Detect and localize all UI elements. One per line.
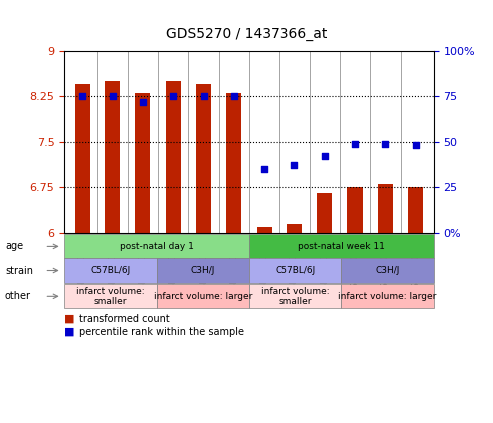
Text: age: age (5, 242, 23, 251)
Text: ■: ■ (64, 314, 74, 324)
Point (108, 93, 116, 100)
Point (321, 153, 329, 159)
Bar (196, 84, 211, 233)
Bar (408, 187, 423, 233)
Text: C3H/J: C3H/J (191, 266, 215, 275)
Text: other: other (5, 291, 31, 301)
Text: GDS5270 / 1437366_at: GDS5270 / 1437366_at (166, 27, 327, 41)
Bar (287, 223, 302, 233)
Text: strain: strain (5, 266, 33, 275)
Point (412, 142, 420, 149)
Text: ■: ■ (64, 327, 74, 337)
Text: infarct volume:
smaller: infarct volume: smaller (76, 287, 144, 306)
Text: post-natal week 11: post-natal week 11 (298, 242, 385, 251)
Point (260, 166, 268, 173)
Text: infarct volume:
smaller: infarct volume: smaller (261, 287, 329, 306)
Bar (135, 93, 150, 233)
Bar (378, 184, 393, 233)
Point (382, 140, 389, 147)
Bar (166, 81, 181, 233)
Bar (105, 81, 120, 233)
Bar (348, 187, 363, 233)
Bar (226, 93, 242, 233)
Bar (256, 227, 272, 233)
Point (290, 162, 298, 169)
Point (230, 93, 238, 100)
Point (78, 93, 86, 100)
Text: transformed count: transformed count (79, 314, 170, 324)
Text: post-natal day 1: post-natal day 1 (120, 242, 193, 251)
Text: C3H/J: C3H/J (376, 266, 400, 275)
Bar (75, 84, 90, 233)
Text: percentile rank within the sample: percentile rank within the sample (79, 327, 244, 337)
Point (139, 98, 147, 105)
Point (200, 93, 208, 100)
Point (169, 93, 177, 100)
Bar (317, 193, 332, 233)
Text: infarct volume: larger: infarct volume: larger (338, 292, 437, 301)
Text: C57BL/6J: C57BL/6J (275, 266, 316, 275)
Text: C57BL/6J: C57BL/6J (90, 266, 131, 275)
Text: infarct volume: larger: infarct volume: larger (153, 292, 252, 301)
Point (351, 140, 359, 147)
